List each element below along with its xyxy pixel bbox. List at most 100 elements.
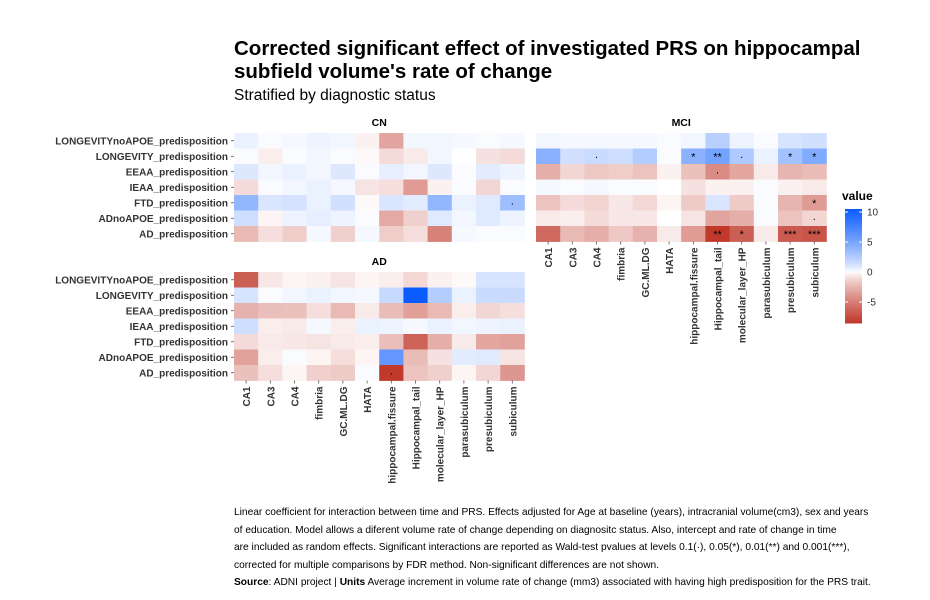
row-tick-label: IEAA_predisposition [130, 322, 228, 333]
column-tick-label: molecular_layer_HP [738, 247, 749, 343]
legend-gradient-step [845, 304, 862, 307]
legend-gradient-step [845, 271, 862, 275]
legend-gradient-step [845, 231, 862, 235]
heatmap-cell [379, 226, 404, 242]
heatmap-cell [234, 334, 259, 350]
significance-marker: * [691, 151, 696, 163]
heatmap-cell [632, 164, 658, 180]
heatmap-cell [427, 148, 453, 165]
heatmap-cell [560, 148, 585, 165]
heatmap-cell [403, 164, 428, 180]
heatmap-cell [306, 303, 332, 319]
legend-gradient-step [845, 279, 862, 282]
heatmap-cell [258, 133, 283, 149]
heatmap-cell [560, 195, 585, 211]
heatmap-cell [330, 226, 356, 242]
heatmap-cell [330, 210, 356, 227]
heatmap-cell [403, 287, 428, 304]
legend-gradient-step [845, 245, 862, 248]
heatmap-cell [705, 195, 730, 211]
heatmap-cell [282, 349, 307, 366]
heatmap-cell [560, 133, 585, 149]
legend-gradient-step [845, 315, 862, 318]
units-label: Units [339, 577, 366, 589]
legend-gradient-step [845, 305, 862, 309]
heatmap-cell [476, 272, 501, 288]
heatmap-cell [306, 272, 332, 288]
legend-gradient-step [845, 252, 862, 256]
heatmap-cell [802, 133, 827, 149]
panel-ad: AD · LONGEVITYnoAPOE_predisposition LONGEVI… [55, 256, 525, 484]
heatmap-cell [258, 303, 283, 319]
heatmap-cell [379, 179, 404, 196]
heatmap-cell [234, 318, 259, 335]
significance-marker: * [812, 151, 817, 163]
heatmap-cell [705, 210, 730, 227]
heatmap-cell [427, 195, 453, 211]
heatmap-cell [657, 164, 682, 180]
column-tick-label: Hippocampal_tail [714, 247, 725, 330]
heatmap-cell [451, 179, 477, 196]
legend-gradient-step [845, 309, 862, 313]
legend-gradient-step [845, 296, 862, 299]
legend-gradient-step [845, 283, 862, 286]
heatmap-cell [403, 365, 428, 381]
legend-gradient-step [845, 269, 862, 273]
caption-line-1: Linear coefficient for interaction betwe… [234, 507, 869, 518]
heatmap-cell [403, 133, 428, 149]
heatmap-cell [355, 164, 380, 180]
heatmap-cell [500, 148, 525, 165]
row-tick-label: AD_predisposition [139, 230, 228, 241]
column-tick-label: subiculum [508, 386, 519, 436]
row-tick-label: LONGEVITY_predisposition [96, 291, 228, 302]
significance-marker: · [716, 167, 720, 179]
significance-marker: * [812, 198, 817, 210]
legend-gradient-step [845, 209, 862, 212]
heatmap-cell [282, 179, 307, 196]
legend-gradient-step [845, 266, 862, 269]
heatmap-cell [681, 148, 706, 165]
panel-mci: MCI· * ** · * *·*·** * *** ***CA1 CA3 CA4 fimbria GC… [536, 117, 827, 345]
heatmap-cell [451, 226, 477, 242]
legend-gradient-step [845, 281, 862, 284]
legend-gradient-step [845, 307, 862, 311]
heatmap-cell [681, 133, 706, 149]
heatmap-cell [476, 133, 501, 149]
heatmap-cell [681, 210, 706, 227]
heatmap-cell [705, 164, 730, 180]
legend-gradient-step [845, 298, 862, 301]
heatmap-cell [258, 226, 283, 242]
heatmap-cell [778, 148, 803, 165]
heatmap-cell [234, 272, 259, 288]
heatmap-cell [258, 334, 283, 350]
legend-gradient-step [845, 319, 862, 322]
heatmap-cell [451, 164, 477, 180]
chart-caption: Linear coefficient for interaction betwe… [234, 504, 924, 592]
heatmap-cell [379, 365, 404, 381]
panel-strip-label: MCI [672, 117, 691, 129]
heatmap-cell [753, 148, 779, 165]
caption-line-3: are included as random effects. Signific… [234, 542, 850, 554]
heatmap-cell [729, 226, 755, 242]
heatmap-cell [778, 226, 803, 242]
legend-gradient-step [845, 292, 862, 295]
chart-title-line-2: subfield volume's rate of change [234, 60, 553, 83]
heatmap-cell [403, 226, 428, 242]
heatmap-cell [282, 287, 307, 304]
heatmap-cell [355, 303, 380, 319]
legend-gradient-step [845, 254, 862, 257]
heatmap-cell [306, 349, 332, 366]
heatmap-cell [778, 195, 803, 211]
heatmap-cell [608, 226, 634, 242]
heatmap-cell [403, 179, 428, 196]
heatmap-cell [476, 334, 501, 350]
heatmap-cell [729, 164, 755, 180]
heatmap-cell [282, 226, 307, 242]
heatmap-cell [451, 210, 477, 227]
column-tick-label: molecular_layer_HP [436, 386, 447, 482]
heatmap-cell [234, 226, 259, 242]
legend-gradient-step [845, 300, 862, 303]
heatmap-cell [355, 133, 380, 149]
heatmap-cell [476, 303, 501, 319]
heatmap-cell [657, 133, 682, 149]
